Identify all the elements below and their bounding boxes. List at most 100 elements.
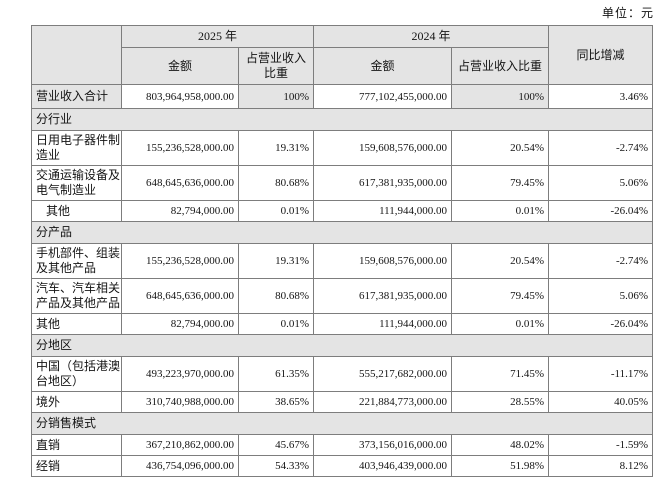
unit-label: 单位：元: [601, 6, 654, 20]
yoy-cell: 8.12%: [548, 455, 654, 477]
pct-2025-cell: 38.65%: [237, 391, 315, 413]
row-label: 其他: [31, 200, 122, 222]
pct-2025-cell: 80.68%: [237, 165, 315, 201]
header-row-measures: 金额 占营业收入比重 金额 占营业收入比重: [32, 47, 653, 85]
amount-2025-cell: 155,236,528,000.00: [121, 243, 239, 279]
pct-2025-cell: 54.33%: [237, 455, 315, 477]
yoy-cell: 40.05%: [548, 391, 654, 413]
pct-2024-cell: 20.54%: [451, 130, 550, 166]
amount-2025-header: 金额: [121, 47, 239, 85]
table-row: 其他 82,794,000.00 0.01% 111,944,000.00 0.01% -…: [31, 313, 654, 335]
yoy-cell: -11.17%: [548, 356, 654, 392]
pct-2024-cell: 0.01%: [451, 313, 550, 335]
table-row: 境外 310,740,988,000.00 38.65% 221,884,773,00…: [31, 391, 654, 413]
amount-2024-cell: 777,102,455,000.00: [313, 84, 453, 109]
table-row: 手机部件、组装及其他产品 155,236,528,000.00 19.31% 159,…: [31, 243, 654, 279]
pct-2025-cell: 19.31%: [237, 243, 315, 279]
year-2025-header: 2025 年: [120, 25, 315, 48]
table-row: 交通运输设备及电气制造业 648,645,636,000.00 80.68% 617,…: [31, 165, 654, 201]
yoy-cell: -2.74%: [548, 243, 654, 279]
pct-2025-cell: 80.68%: [237, 278, 315, 314]
amount-2025-cell: 648,645,636,000.00: [121, 165, 239, 201]
table-row: 直销 367,210,862,000.00 45.67% 373,156,016,00…: [31, 434, 654, 456]
amount-2025-cell: 82,794,000.00: [121, 200, 239, 222]
section-title: 分行业: [30, 108, 654, 131]
amount-2024-cell: 373,156,016,000.00: [313, 434, 453, 456]
amount-2024-header: 金额: [313, 47, 453, 85]
table-row: 汽车、汽车相关产品及其他产品 648,645,636,000.00 80.68% 61…: [31, 278, 654, 314]
table-body: 营业收入合计 803,964,958,000.00 100% 777,102,455,…: [30, 84, 654, 477]
pct-2025-cell: 0.01%: [237, 200, 315, 222]
amount-2025-cell: 82,794,000.00: [121, 313, 239, 335]
pct-2024-cell: 51.98%: [451, 455, 550, 477]
pct-2024-cell: 28.55%: [451, 391, 550, 413]
amount-2024-cell: 159,608,576,000.00: [313, 243, 453, 279]
amount-2024-cell: 221,884,773,000.00: [313, 391, 453, 413]
amount-2024-cell: 159,608,576,000.00: [313, 130, 453, 166]
row-label: 日用电子器件制造业: [31, 130, 122, 166]
yoy-cell: 5.06%: [548, 278, 654, 314]
table-row: 中国（包括港澳台地区） 493,223,970,000.00 61.35% 555,2…: [31, 356, 654, 392]
pct-2025-cell: 19.31%: [237, 130, 315, 166]
pct-2024-cell: 79.45%: [451, 165, 550, 201]
yoy-cell: 5.06%: [548, 165, 654, 201]
amount-2025-cell: 310,740,988,000.00: [121, 391, 239, 413]
pct-2024-header: 占营业收入比重: [451, 47, 550, 85]
yoy-cell: -2.74%: [548, 130, 654, 166]
section-header-row: 分产品: [30, 221, 654, 244]
pct-2025-cell: 0.01%: [237, 313, 315, 335]
amount-2024-cell: 555,217,682,000.00: [313, 356, 453, 392]
row-label: 直销: [31, 434, 122, 456]
section-header-row: 分地区: [30, 334, 654, 357]
section-header-row: 分行业: [30, 108, 654, 131]
section-title: 分销售模式: [30, 412, 654, 435]
amount-2024-cell: 617,381,935,000.00: [313, 165, 453, 201]
row-label: 营业收入合计: [31, 84, 122, 109]
yoy-cell: -1.59%: [548, 434, 654, 456]
section-header-row: 分销售模式: [30, 412, 654, 435]
table-row: 日用电子器件制造业 155,236,528,000.00 19.31% 159,608…: [31, 130, 654, 166]
year-2024-header: 2024 年: [313, 25, 550, 48]
pct-2024-cell: 0.01%: [451, 200, 550, 222]
pct-2024-cell: 20.54%: [451, 243, 550, 279]
row-label: 交通运输设备及电气制造业: [31, 165, 122, 201]
row-label: 手机部件、组装及其他产品: [31, 243, 122, 279]
amount-2024-cell: 403,946,439,000.00: [313, 455, 453, 477]
table-row: 经销 436,754,096,000.00 54.33% 403,946,439,00…: [31, 455, 654, 477]
pct-2025-cell: 100%: [237, 84, 315, 109]
amount-2025-cell: 367,210,862,000.00: [121, 434, 239, 456]
amount-2024-cell: 111,944,000.00: [313, 313, 453, 335]
row-label: 中国（包括港澳台地区）: [31, 356, 122, 392]
pct-2024-cell: 100%: [451, 84, 550, 109]
amount-2025-cell: 493,223,970,000.00: [121, 356, 239, 392]
amount-2025-cell: 803,964,958,000.00: [121, 84, 239, 109]
yoy-cell: 3.46%: [548, 84, 654, 109]
section-title: 分地区: [30, 334, 654, 357]
row-label: 其他: [31, 313, 122, 335]
table-header: 2025 年 2024 年 同比增减 金额 占营业收入比重 金额 占营业收入比重: [31, 25, 654, 85]
amount-2025-cell: 155,236,528,000.00: [121, 130, 239, 166]
yoy-cell: -26.04%: [548, 200, 654, 222]
yoy-header: 同比增减: [548, 25, 654, 85]
pct-2024-cell: 71.45%: [451, 356, 550, 392]
row-label: 经销: [31, 455, 122, 477]
total-revenue-row: 营业收入合计 803,964,958,000.00 100% 777,102,455,…: [31, 84, 654, 109]
corner-cell: [31, 25, 122, 85]
header-row-years: 2025 年 2024 年 同比增减: [31, 25, 654, 85]
table-row: 其他 82,794,000.00 0.01% 111,944,000.00 0.01% -…: [31, 200, 654, 222]
row-label: 汽车、汽车相关产品及其他产品: [31, 278, 122, 314]
pct-2025-cell: 61.35%: [237, 356, 315, 392]
yoy-cell: -26.04%: [548, 313, 654, 335]
row-label: 境外: [31, 391, 122, 413]
amount-2024-cell: 617,381,935,000.00: [313, 278, 453, 314]
pct-2024-cell: 79.45%: [451, 278, 550, 314]
amount-2025-cell: 648,645,636,000.00: [121, 278, 239, 314]
pct-2024-cell: 48.02%: [451, 434, 550, 456]
amount-2025-cell: 436,754,096,000.00: [121, 455, 239, 477]
revenue-breakdown-table: 2025 年 2024 年 同比增减 金额 占营业收入比重 金额 占营业收入比重…: [30, 25, 654, 477]
pct-2025-header: 占营业收入比重: [237, 47, 315, 85]
amount-2024-cell: 111,944,000.00: [313, 200, 453, 222]
pct-2025-cell: 45.67%: [237, 434, 315, 456]
section-title: 分产品: [30, 221, 654, 244]
